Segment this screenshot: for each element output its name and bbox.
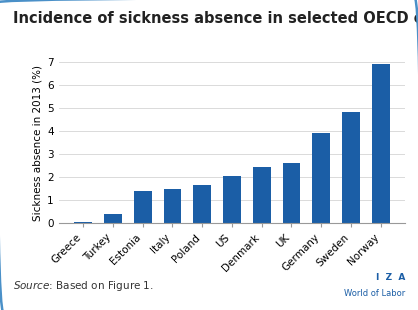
Bar — [283, 163, 301, 223]
Text: Incidence of sickness absence in selected OECD countries: Incidence of sickness absence in selecte… — [13, 11, 418, 26]
Bar — [372, 64, 390, 223]
Bar — [253, 167, 271, 223]
Bar — [74, 222, 92, 223]
Bar — [134, 191, 152, 223]
Bar — [312, 133, 330, 223]
Bar — [104, 215, 122, 223]
Text: I  Z  A: I Z A — [376, 273, 405, 282]
Bar — [163, 189, 181, 223]
Text: World of Labor: World of Labor — [344, 289, 405, 298]
Y-axis label: Sickness absence in 2013 (%): Sickness absence in 2013 (%) — [33, 64, 43, 221]
Bar — [342, 112, 360, 223]
Bar — [193, 185, 211, 223]
Bar — [223, 175, 241, 223]
Text: $\it{Source}$: Based on Figure 1.: $\it{Source}$: Based on Figure 1. — [13, 279, 153, 293]
